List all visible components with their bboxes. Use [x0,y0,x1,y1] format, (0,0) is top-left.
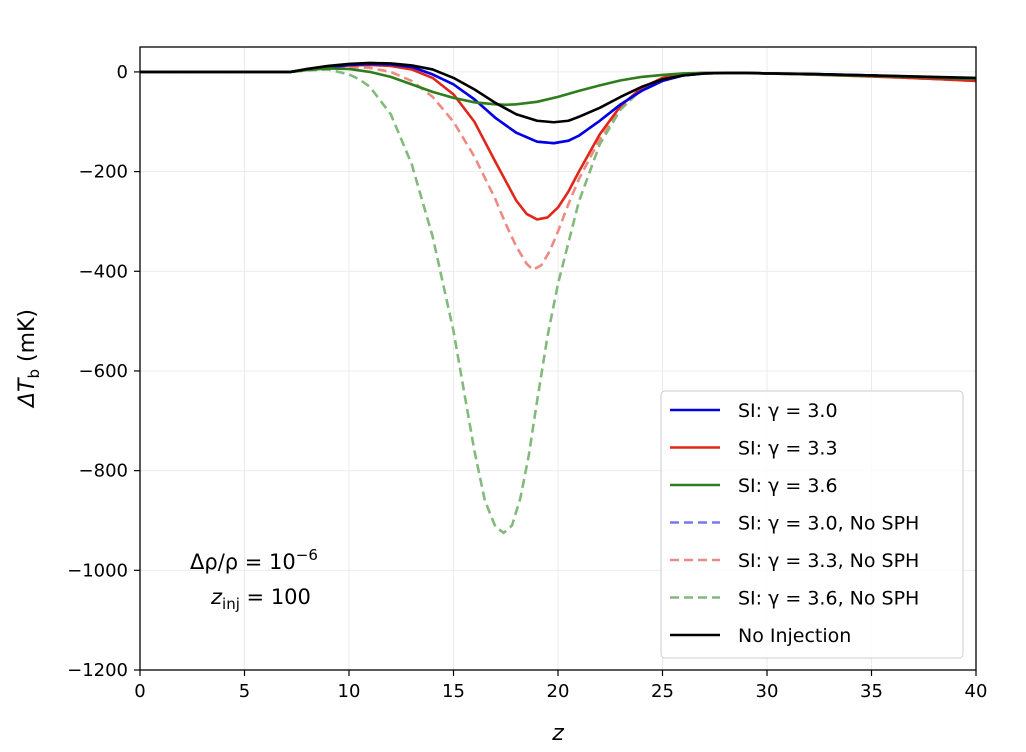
legend-label: SI: γ = 3.6, No SPH [738,588,919,610]
y-tick-label: 0 [117,62,128,83]
y-axis-label: ΔTb (mK) [15,309,43,409]
y-axis: 0 −200 −400 −600 −800 −1000 −1200 [67,62,140,681]
legend-label: No Injection [738,625,851,647]
x-tick-label: 0 [134,681,145,702]
legend: SI: γ = 3.0 SI: γ = 3.3 SI: γ = 3.6 SI: γ =… [660,390,964,659]
x-tick-label: 20 [547,681,570,702]
y-axis-label-unit: (mK) [15,309,40,369]
y-tick-label: −800 [79,461,128,482]
y-axis-label-main: ΔT [15,377,40,409]
x-axis-label: z [551,721,564,746]
y-tick-label: −200 [79,162,128,183]
legend-label: SI: γ = 3.3 [738,438,838,460]
y-axis-label-sub: b [25,369,43,379]
annotation-zinj-value: = 100 [240,585,311,609]
y-tick-label: −600 [79,361,128,382]
x-tick-label: 5 [239,681,250,702]
annotation: Δρ/ρ = 10−6 zinj = 100 [190,546,318,613]
y-tick-label: −400 [79,261,128,282]
legend-label: SI: γ = 3.6 [738,475,838,497]
annotation-zinj-sub: inj [222,595,240,613]
x-tick-label: 10 [338,681,361,702]
annotation-zinj: zinj = 100 [210,585,311,613]
y-tick-label: −1200 [67,660,128,681]
y-tick-label: −1000 [67,560,128,581]
x-tick-label: 35 [860,681,883,702]
legend-label: SI: γ = 3.0, No SPH [738,513,919,535]
legend-label: SI: γ = 3.3, No SPH [738,550,919,572]
x-axis: 0 5 10 15 20 25 30 35 40 [134,670,987,702]
annotation-density: Δρ/ρ = 10−6 [190,546,318,574]
x-tick-label: 25 [651,681,674,702]
series-line [140,61,977,124]
x-tick-label: 30 [756,681,779,702]
x-tick-label: 15 [442,681,465,702]
plot-area [140,61,977,535]
legend-label: SI: γ = 3.0 [738,400,838,422]
annotation-zinj-z: z [210,585,223,609]
annotation-density-exp: −6 [296,546,318,564]
x-tick-label: 40 [965,681,988,702]
annotation-density-base: Δρ/ρ = 10 [190,550,296,574]
legend-box [660,390,964,659]
